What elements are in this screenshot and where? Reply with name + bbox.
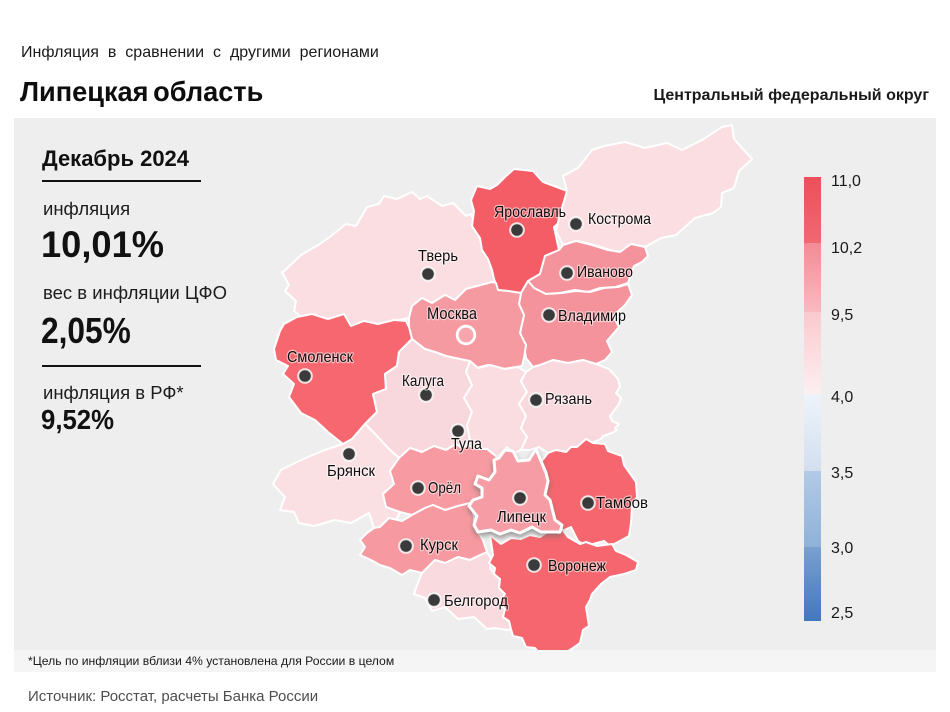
svg-text:Тверь: Тверь bbox=[418, 248, 458, 265]
svg-text:Тамбов: Тамбов bbox=[596, 495, 648, 512]
svg-text:Белгород: Белгород bbox=[444, 593, 509, 610]
svg-text:Воронеж: Воронеж bbox=[548, 558, 606, 575]
svg-text:Смоленск: Смоленск bbox=[287, 349, 354, 366]
svg-text:Брянск: Брянск bbox=[327, 463, 376, 480]
svg-text:Иваново: Иваново bbox=[577, 264, 633, 281]
svg-text:Ярославль: Ярославль bbox=[494, 204, 566, 221]
svg-text:Орёл: Орёл bbox=[428, 480, 461, 497]
svg-text:Курск: Курск bbox=[420, 537, 459, 554]
svg-text:Липецк: Липецк bbox=[497, 509, 547, 526]
svg-text:Тула: Тула bbox=[451, 436, 482, 453]
svg-text:Рязань: Рязань bbox=[545, 391, 592, 408]
svg-text:Кострома: Кострома bbox=[588, 211, 651, 228]
svg-text:Владимир: Владимир bbox=[558, 308, 626, 325]
svg-text:Москва: Москва bbox=[427, 304, 477, 323]
svg-text:Калуга: Калуга bbox=[402, 373, 444, 390]
